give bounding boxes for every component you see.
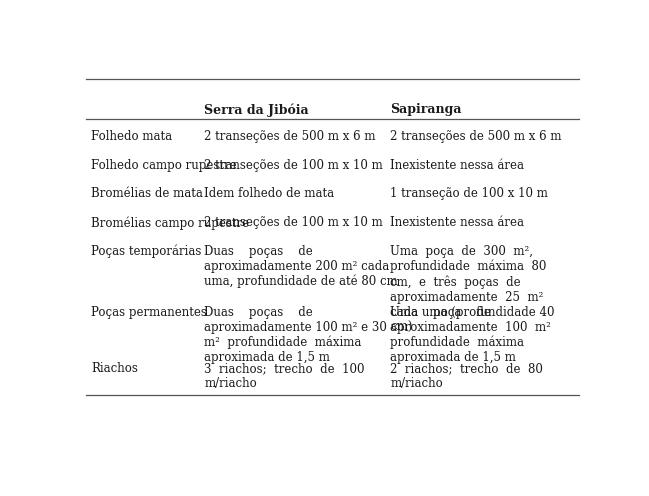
Text: Folhedo mata: Folhedo mata (91, 130, 173, 143)
Text: 2 transeções de 100 m x 10 m: 2 transeções de 100 m x 10 m (204, 159, 383, 172)
Text: Duas    poças    de
aproximadamente 200 m² cada
uma, profundidade de até 80 cm: Duas poças de aproximadamente 200 m² cad… (204, 245, 398, 288)
Text: Idem folhedo de mata: Idem folhedo de mata (204, 187, 334, 200)
Text: Inexistente nessa área: Inexistente nessa área (391, 159, 524, 172)
Text: 2 transeções de 500 m x 6 m: 2 transeções de 500 m x 6 m (204, 130, 376, 143)
Text: Uma  poça  de  300  m²,
profundidade  máxima  80
cm,  e  três  poças  de
aproxim: Uma poça de 300 m², profundidade máxima … (391, 245, 555, 334)
Text: Folhedo campo rupestre: Folhedo campo rupestre (91, 159, 237, 172)
Text: Sapiranga: Sapiranga (391, 104, 462, 117)
Text: Bromélias de mata: Bromélias de mata (91, 187, 203, 200)
Text: Poças temporárias: Poças temporárias (91, 245, 202, 258)
Text: 1 transeção de 100 x 10 m: 1 transeção de 100 x 10 m (391, 187, 548, 200)
Text: 3  riachos;  trecho  de  100
m/riacho: 3 riachos; trecho de 100 m/riacho (204, 363, 365, 390)
Text: Riachos: Riachos (91, 363, 138, 375)
Text: Bromélias campo rupestre: Bromélias campo rupestre (91, 216, 249, 230)
Text: Duas    poças    de
aproximadamente 100 m² e 30
m²  profundidade  máxima
aproxim: Duas poças de aproximadamente 100 m² e 3… (204, 306, 387, 365)
Text: Serra da Jibóia: Serra da Jibóia (204, 104, 309, 117)
Text: Inexistente nessa área: Inexistente nessa área (391, 216, 524, 229)
Text: 2 transeções de 100 m x 10 m: 2 transeções de 100 m x 10 m (204, 216, 383, 229)
Text: 2 transeções de 500 m x 6 m: 2 transeções de 500 m x 6 m (391, 130, 562, 143)
Text: Uma    poça    de
aproximadamente  100  m²
profundidade  máxima
aproximada de 1,: Uma poça de aproximadamente 100 m² profu… (391, 306, 552, 365)
Text: 2  riachos;  trecho  de  80
m/riacho: 2 riachos; trecho de 80 m/riacho (391, 363, 543, 390)
Text: Poças permanentes: Poças permanentes (91, 306, 207, 319)
